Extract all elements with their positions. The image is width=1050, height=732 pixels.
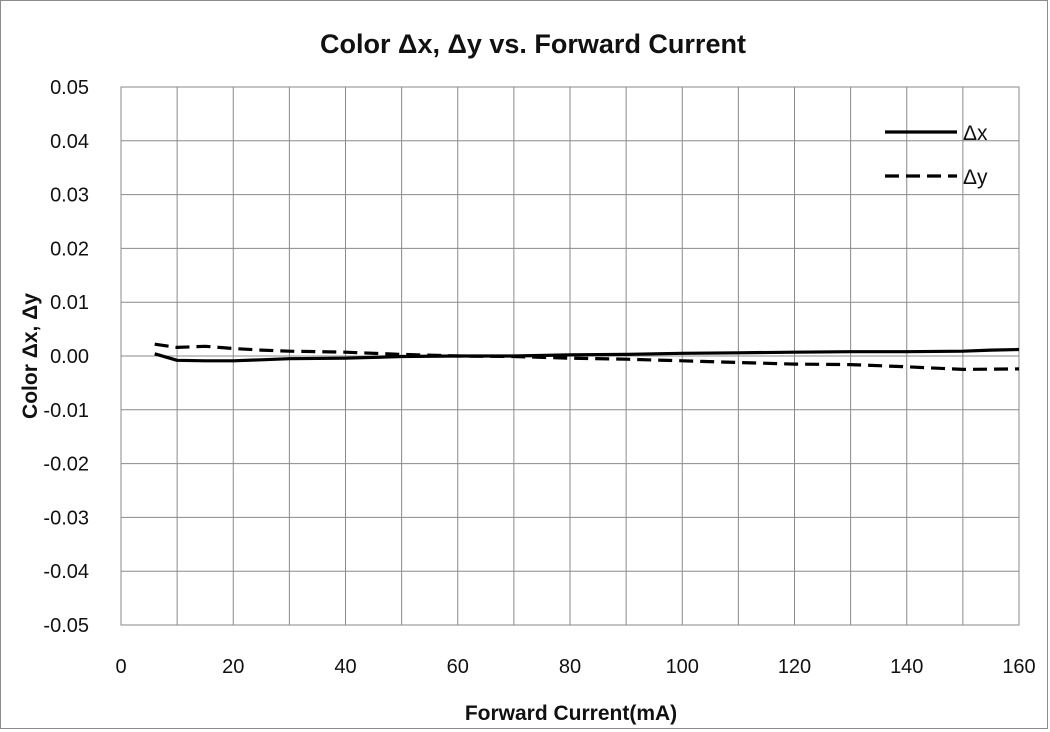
x-tick-label: 60 (447, 656, 469, 678)
series-line-dy (154, 342, 1020, 371)
x-tick-label: 20 (222, 656, 244, 678)
y-axis-title: Color Δx, Δy (19, 293, 42, 419)
series-line-dx (154, 347, 1020, 363)
y-tick-label: -0.05 (43, 615, 89, 637)
y-tick-label: -0.03 (43, 507, 89, 529)
x-tick-label: 120 (778, 656, 811, 678)
x-tick-label: 40 (334, 656, 356, 678)
x-axis-title: Forward Current(mA) (465, 702, 677, 725)
legend-label-dy: Δy (963, 166, 988, 189)
y-tick-label: -0.04 (43, 561, 89, 583)
x-tick-label: 100 (666, 656, 699, 678)
y-tick-label: 0.05 (50, 77, 89, 99)
chart-title: Color Δx, Δy vs. Forward Current (320, 29, 746, 59)
x-tick-label: 160 (1002, 656, 1035, 678)
y-tick-label: 0.00 (50, 346, 89, 368)
y-tick-label: 0.02 (50, 238, 89, 260)
x-tick-label: 80 (559, 656, 581, 678)
y-tick-label: -0.01 (43, 400, 89, 422)
y-tick-label: 0.03 (50, 185, 89, 207)
x-tick-label: 0 (115, 656, 126, 678)
x-tick-label: 140 (890, 656, 923, 678)
y-tick-label: 0.04 (50, 131, 89, 153)
legend-label-dx: Δx (963, 122, 988, 145)
y-tick-label: 0.01 (50, 292, 89, 314)
y-tick-label: -0.02 (43, 454, 89, 476)
plot-area (120, 86, 1020, 626)
